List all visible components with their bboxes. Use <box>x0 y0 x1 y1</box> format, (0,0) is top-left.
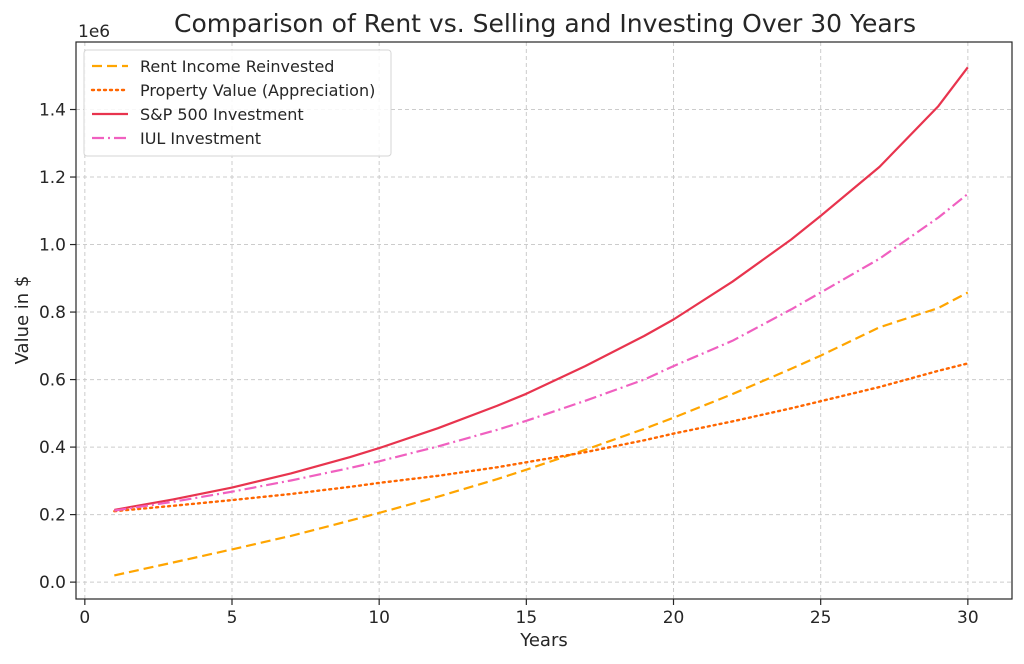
series-line-3 <box>114 66 969 511</box>
legend-box <box>83 49 392 157</box>
y-axis-offset-label: 1e6 <box>78 22 110 42</box>
y-axis-label: Value in $ <box>12 276 33 365</box>
legend-label: IUL Investment <box>140 129 261 148</box>
y-tick-label: 0.4 <box>39 438 66 458</box>
series-line-4 <box>114 193 969 512</box>
y-tick-label: 1.4 <box>39 101 66 121</box>
legend-label: Property Value (Appreciation) <box>140 81 375 100</box>
legend: Rent Income Reinvested Property Value (Ap… <box>83 49 392 157</box>
y-tick-label: 0.8 <box>39 303 66 323</box>
y-axis: 0.0 0.2 0.4 0.6 0.8 1.0 1.2 1.4 <box>39 101 76 593</box>
y-tick-label: 1.2 <box>39 168 66 188</box>
x-tick-label: 10 <box>368 608 390 628</box>
plot-frame <box>75 41 1013 600</box>
x-tick-label: 20 <box>663 608 685 628</box>
grid <box>76 42 1012 599</box>
x-tick-label: 0 <box>79 608 90 628</box>
y-tick-label: 0.6 <box>39 371 66 391</box>
x-tick-label: 5 <box>227 608 238 628</box>
x-tick-label: 15 <box>516 608 538 628</box>
x-axis: 0 5 10 15 20 25 30 <box>79 599 979 628</box>
y-tick-label: 0.2 <box>39 506 66 526</box>
plot-lines <box>113 66 969 577</box>
series-line-2 <box>113 362 969 513</box>
y-tick-label: 1.0 <box>39 236 66 256</box>
legend-label: S&P 500 Investment <box>140 105 304 124</box>
legend-label: Rent Income Reinvested <box>140 57 334 76</box>
x-tick-label: 25 <box>810 608 832 628</box>
x-axis-label: Years <box>519 630 568 651</box>
y-tick-label: 0.0 <box>39 573 66 593</box>
series-line-1 <box>114 291 969 577</box>
x-tick-label: 30 <box>957 608 979 628</box>
chart-title: Comparison of Rent vs. Selling and Inves… <box>174 9 916 38</box>
